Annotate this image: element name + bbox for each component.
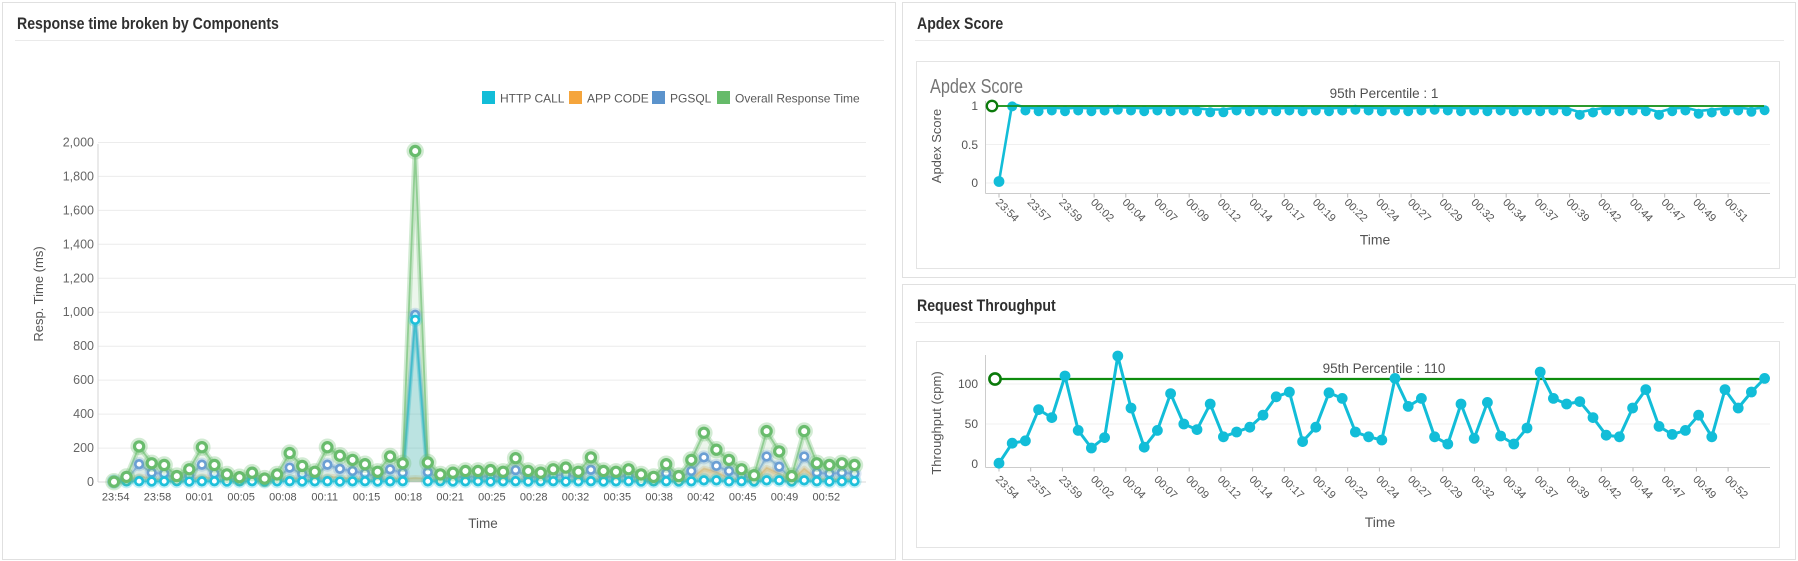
svg-text:00:18: 00:18 (395, 492, 423, 504)
svg-text:00:15: 00:15 (353, 492, 381, 504)
svg-text:800: 800 (73, 339, 94, 353)
svg-text:200: 200 (73, 441, 94, 455)
svg-text:2,000: 2,000 (63, 136, 94, 150)
svg-text:Apdex Score: Apdex Score (930, 76, 1023, 98)
svg-text:00:28: 00:28 (520, 492, 548, 504)
svg-text:600: 600 (73, 373, 94, 387)
svg-text:0: 0 (971, 457, 978, 471)
svg-text:00:52: 00:52 (813, 492, 841, 504)
svg-text:1,600: 1,600 (63, 203, 94, 217)
svg-text:00:32: 00:32 (562, 492, 590, 504)
svg-text:APP CODE: APP CODE (587, 92, 649, 106)
svg-text:100: 100 (958, 377, 978, 391)
svg-text:0.5: 0.5 (961, 138, 978, 152)
svg-text:Time: Time (1360, 232, 1391, 248)
svg-text:00:49: 00:49 (771, 492, 799, 504)
svg-text:00:01: 00:01 (186, 492, 214, 504)
svg-text:00:21: 00:21 (436, 492, 464, 504)
svg-text:1,800: 1,800 (63, 169, 94, 183)
svg-text:Time: Time (1365, 514, 1396, 530)
svg-text:00:11: 00:11 (311, 492, 338, 504)
svg-text:95th Percentile : 110: 95th Percentile : 110 (1323, 361, 1446, 376)
svg-text:00:05: 00:05 (227, 492, 255, 504)
svg-text:1,200: 1,200 (63, 271, 94, 285)
svg-text:Resp. Time (ms): Resp. Time (ms) (31, 246, 46, 341)
svg-text:0: 0 (87, 475, 94, 489)
svg-text:Throughput (cpm): Throughput (cpm) (929, 371, 944, 474)
svg-text:50: 50 (965, 417, 979, 431)
svg-text:Time: Time (468, 516, 498, 531)
svg-text:1: 1 (971, 99, 978, 113)
svg-text:23:54: 23:54 (102, 492, 130, 504)
svg-text:00:35: 00:35 (604, 492, 632, 504)
svg-text:00:08: 00:08 (269, 492, 297, 504)
svg-text:HTTP CALL: HTTP CALL (500, 92, 565, 106)
svg-text:00:42: 00:42 (687, 492, 715, 504)
svg-text:Apdex Score: Apdex Score (929, 109, 944, 183)
svg-text:95th Percentile : 1: 95th Percentile : 1 (1330, 86, 1439, 101)
svg-text:0: 0 (971, 176, 978, 190)
svg-text:00:45: 00:45 (729, 492, 757, 504)
svg-text:Overall Response Time: Overall Response Time (735, 92, 860, 106)
svg-text:00:38: 00:38 (645, 492, 673, 504)
svg-text:400: 400 (73, 407, 94, 421)
svg-text:1,400: 1,400 (63, 237, 94, 251)
svg-text:PGSQL: PGSQL (670, 92, 712, 106)
svg-text:1,000: 1,000 (63, 305, 94, 319)
svg-text:00:25: 00:25 (478, 492, 506, 504)
svg-text:23:58: 23:58 (144, 492, 172, 504)
